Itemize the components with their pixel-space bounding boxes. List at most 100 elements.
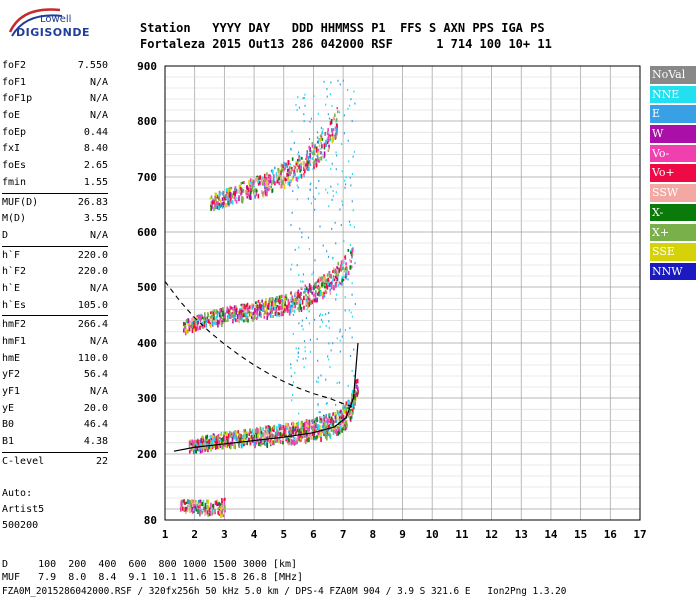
echo-point: [300, 173, 303, 179]
echo-point: [309, 120, 311, 123]
echo-point: [241, 305, 244, 310]
echo-point: [335, 151, 337, 154]
x-tick-label: 3: [221, 528, 228, 541]
echo-point: [235, 431, 237, 435]
echo-point: [319, 138, 322, 143]
echo-point: [348, 411, 351, 416]
legend-item-w[interactable]: W: [650, 125, 696, 143]
echo-point: [200, 501, 202, 506]
echo-point: [246, 195, 249, 199]
echo-point: [323, 145, 326, 150]
echo-point: [226, 194, 228, 200]
real-height-profile: [173, 342, 359, 452]
echo-point: [285, 178, 288, 181]
legend-item-sse[interactable]: SSE: [650, 243, 696, 261]
param-row-mufd: MUF(D) 26.83: [2, 195, 108, 212]
echo-point: [297, 424, 299, 430]
echo-point: [290, 268, 292, 271]
echo-point: [349, 416, 352, 420]
echo-point: [351, 393, 353, 398]
echo-point: [234, 191, 236, 197]
echo-point: [350, 410, 353, 416]
echo-point: [218, 193, 221, 197]
echo-point: [244, 441, 246, 446]
legend-item-e[interactable]: E: [650, 105, 696, 123]
echo-point: [227, 189, 230, 193]
echo-point: [221, 510, 223, 516]
echo-point: [270, 437, 273, 442]
echo-point: [329, 426, 332, 429]
echo-point: [239, 316, 241, 321]
legend-item-vo[interactable]: Vo+: [650, 164, 696, 182]
echo-point: [345, 262, 347, 266]
echo-point: [211, 510, 213, 516]
echo-point: [248, 432, 251, 437]
legend-item-vo[interactable]: Vo-: [650, 144, 696, 163]
echo-point: [292, 381, 295, 384]
echo-point: [266, 442, 269, 448]
echo-point: [296, 198, 299, 201]
echo-point: [310, 303, 312, 306]
x-tick-label: 1: [162, 528, 169, 541]
param-separator: [2, 192, 108, 194]
echo-point: [199, 316, 201, 321]
echo-point: [329, 288, 332, 293]
param-value: N/A: [89, 93, 108, 105]
echo-point: [281, 306, 283, 310]
param-row-clevel: C-level 22: [2, 454, 108, 471]
legend-item-noval[interactable]: NoVal: [650, 66, 696, 84]
echo-point: [205, 323, 207, 328]
echo-point: [344, 256, 346, 259]
legend-item-x[interactable]: X-: [650, 203, 696, 222]
echo-point: [273, 166, 276, 170]
param-separator: [2, 245, 108, 247]
echo-point: [336, 125, 338, 128]
echo-point: [311, 431, 314, 437]
echo-point: [288, 311, 291, 316]
echo-point: [324, 289, 327, 294]
echo-point: [209, 512, 211, 517]
echo-point: [242, 435, 244, 439]
echo-point: [294, 248, 296, 251]
echo-point: [331, 136, 334, 140]
echo-point: [287, 304, 290, 308]
echo-point: [189, 320, 191, 324]
echo-point: [320, 276, 323, 282]
echo-point: [211, 315, 213, 318]
echo-point: [181, 506, 184, 511]
echo-point: [309, 350, 312, 353]
echo-point: [237, 430, 240, 434]
echo-point: [317, 403, 319, 406]
echo-point: [293, 309, 296, 313]
echo-point: [274, 306, 276, 310]
echo-point: [278, 305, 280, 311]
legend-item-nne[interactable]: NNE: [650, 85, 696, 104]
echo-point: [186, 504, 189, 510]
echo-point: [296, 264, 298, 267]
echo-point: [258, 308, 260, 311]
legend-item-x[interactable]: X+: [650, 223, 696, 241]
echo-point: [241, 318, 243, 322]
echo-point: [270, 185, 273, 189]
echo-point: [240, 433, 242, 439]
echo-point: [328, 413, 330, 417]
echo-point: [227, 437, 230, 443]
echo-point: [333, 278, 336, 282]
echo-point: [336, 269, 339, 274]
legend-item-ssw[interactable]: SSW: [650, 184, 696, 202]
echo-point: [304, 433, 306, 438]
echo-point: [327, 113, 329, 116]
echo-point: [351, 173, 354, 176]
echo-point: [283, 432, 286, 437]
echo-point: [191, 510, 194, 514]
echo-point: [305, 289, 307, 292]
echo-point: [223, 505, 226, 510]
scaled-parameters-panel: foF2 7.550 foF1 N/A foF1p N/A foE N/A foEp 0.44 fx…: [2, 58, 108, 471]
echo-point: [245, 430, 248, 434]
station-header: Station YYYY DAY DDD HHMMSS P1 FFS S AXN…: [140, 20, 552, 52]
echo-point: [221, 503, 223, 508]
echo-point: [243, 443, 245, 447]
echo-point: [354, 396, 356, 400]
legend-item-nnw[interactable]: NNW: [650, 262, 696, 281]
